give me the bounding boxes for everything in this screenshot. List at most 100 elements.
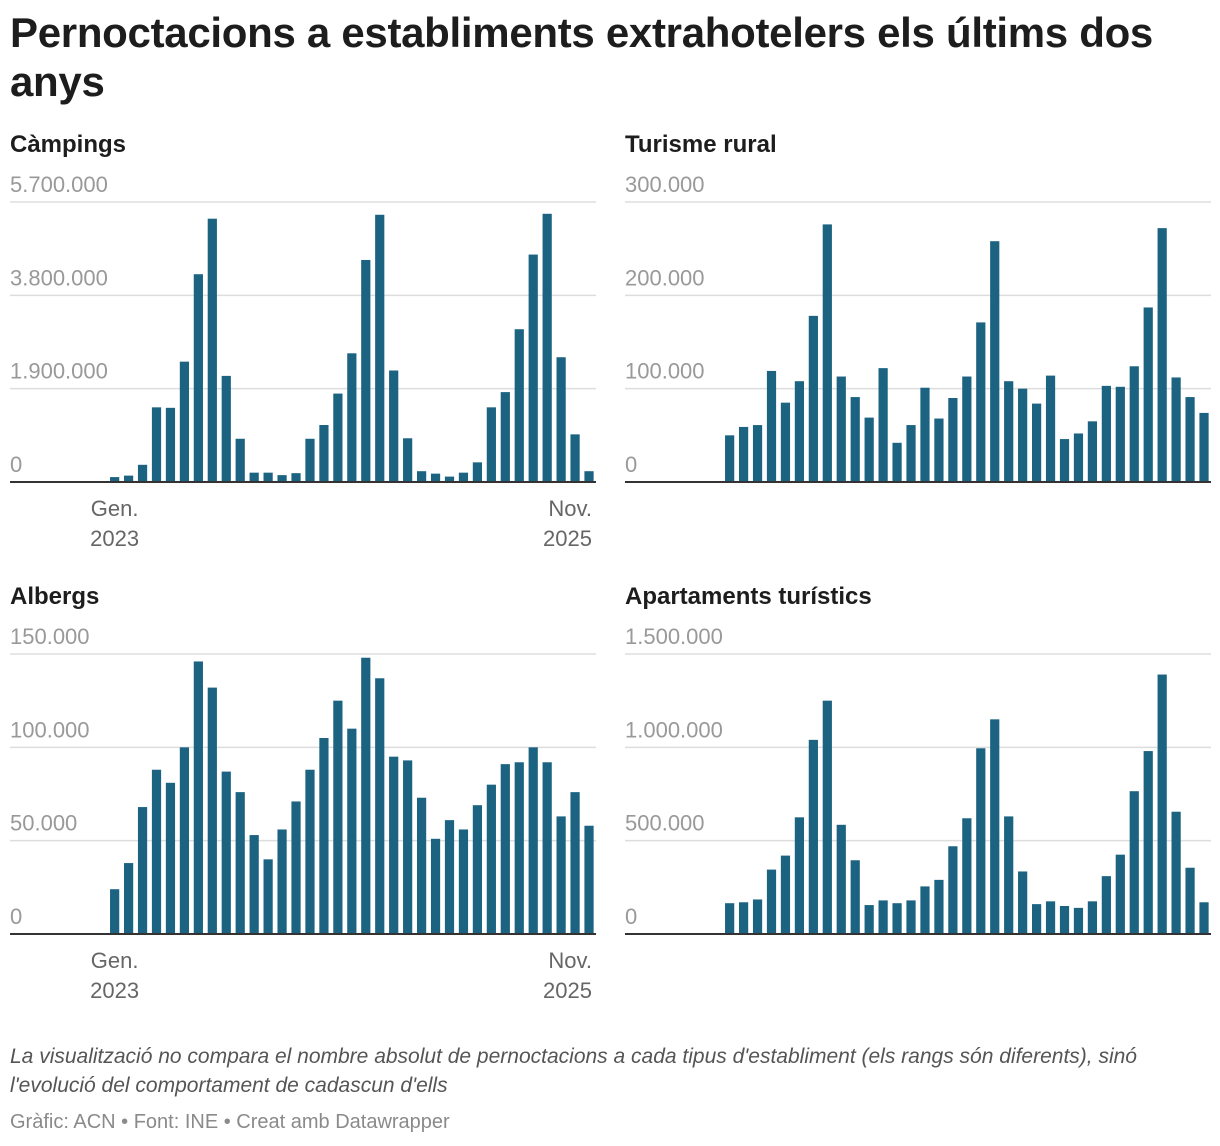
bar — [725, 435, 735, 482]
bar — [570, 434, 580, 482]
bar — [766, 370, 777, 482]
bar — [1059, 906, 1070, 934]
bar — [1157, 228, 1167, 482]
bar — [500, 764, 510, 934]
bar — [850, 860, 860, 934]
bar — [1073, 907, 1084, 934]
bar — [864, 417, 874, 482]
bar — [794, 817, 805, 934]
y-tick-label: 0 — [10, 452, 22, 477]
bar — [556, 816, 566, 934]
bar — [207, 687, 217, 934]
y-tick-label: 150.000 — [10, 624, 90, 649]
bar — [333, 393, 343, 482]
bar-chart-apartaments-turistics: 0 500.000 1.000.000 1.500.000 — [625, 624, 1211, 935]
chart-title: Pernoctacions a establiments extrahotele… — [10, 9, 1153, 105]
bar — [1199, 412, 1209, 482]
bar — [458, 829, 469, 934]
bar — [822, 224, 832, 482]
bar — [207, 218, 217, 482]
bar — [165, 782, 176, 934]
bar — [249, 835, 259, 934]
bar — [444, 820, 455, 934]
bar — [808, 739, 818, 934]
y-tick-label: 1.500.000 — [625, 624, 723, 649]
y-tick-label: 1.000.000 — [625, 717, 723, 742]
bar — [1087, 901, 1098, 934]
bar — [1045, 901, 1056, 934]
panel-title: Càmpings — [10, 131, 127, 158]
bar — [878, 368, 888, 482]
bar — [277, 829, 287, 934]
bar — [906, 900, 916, 934]
bar — [542, 762, 552, 934]
bar — [1143, 307, 1153, 482]
bar — [976, 322, 986, 482]
bar — [1018, 388, 1028, 482]
chart-credits: Gràfic: ACN • Font: INE • Creat amb Data… — [10, 1111, 450, 1133]
bar-chart-campings: 0 1.900.000 3.800.000 5.700.000 Gen. 2023 Nov.… — [10, 172, 596, 551]
bar — [291, 801, 301, 934]
bar — [892, 442, 902, 482]
bar — [836, 376, 846, 482]
x-tick-label: 2025 — [543, 526, 592, 551]
bar — [1101, 385, 1111, 482]
chart-panel-turisme-rural: Turisme rural 0 100.000 200.000 300.000 — [625, 130, 1211, 560]
bar — [808, 315, 818, 482]
bar — [752, 425, 763, 482]
bar — [1073, 433, 1084, 482]
y-tick-label: 100.000 — [625, 359, 705, 384]
bar — [822, 700, 832, 934]
bar — [1004, 381, 1014, 482]
bar — [1115, 386, 1125, 482]
bar — [584, 825, 594, 934]
bar — [151, 769, 162, 934]
y-tick-label: 5.700.000 — [10, 172, 108, 197]
bar — [1129, 791, 1139, 934]
y-tick-label: 500.000 — [625, 811, 705, 836]
bar — [389, 756, 399, 934]
bar — [920, 886, 930, 934]
bar — [403, 438, 413, 482]
bar — [1171, 377, 1181, 482]
bar — [1185, 867, 1195, 934]
bar — [472, 805, 483, 934]
bar — [137, 807, 148, 934]
bar — [486, 407, 496, 482]
bar — [193, 274, 203, 482]
bar — [920, 387, 930, 482]
y-tick-label: 0 — [10, 904, 22, 929]
bar — [277, 475, 287, 482]
bar — [752, 899, 763, 934]
bar — [151, 407, 162, 482]
bar — [263, 859, 273, 934]
y-tick-label: 100.000 — [10, 717, 90, 742]
bar — [542, 213, 552, 482]
bar — [1143, 751, 1153, 934]
bar — [864, 905, 874, 934]
bar — [291, 473, 301, 482]
x-tick-label: 2023 — [90, 526, 139, 551]
bar — [110, 889, 120, 934]
bar — [1018, 871, 1028, 934]
bar — [794, 381, 805, 482]
bar — [319, 738, 329, 934]
y-tick-label: 0 — [625, 904, 637, 929]
bar — [514, 329, 524, 482]
bar — [1185, 397, 1195, 482]
bar — [123, 475, 134, 482]
bar — [375, 214, 385, 483]
bar — [1101, 876, 1111, 934]
x-tick-label: 2025 — [543, 978, 592, 1003]
y-tick-label: 0 — [625, 452, 637, 477]
bar — [1115, 854, 1125, 934]
bar — [556, 357, 566, 482]
bar — [361, 657, 371, 934]
bar — [486, 784, 496, 934]
chart-notes: La visualització no compara el nombre ab… — [10, 1045, 1137, 1097]
bar — [179, 747, 190, 934]
y-tick-label: 3.800.000 — [10, 265, 108, 290]
bar — [137, 464, 148, 482]
bar — [962, 818, 972, 934]
bar — [514, 762, 524, 934]
